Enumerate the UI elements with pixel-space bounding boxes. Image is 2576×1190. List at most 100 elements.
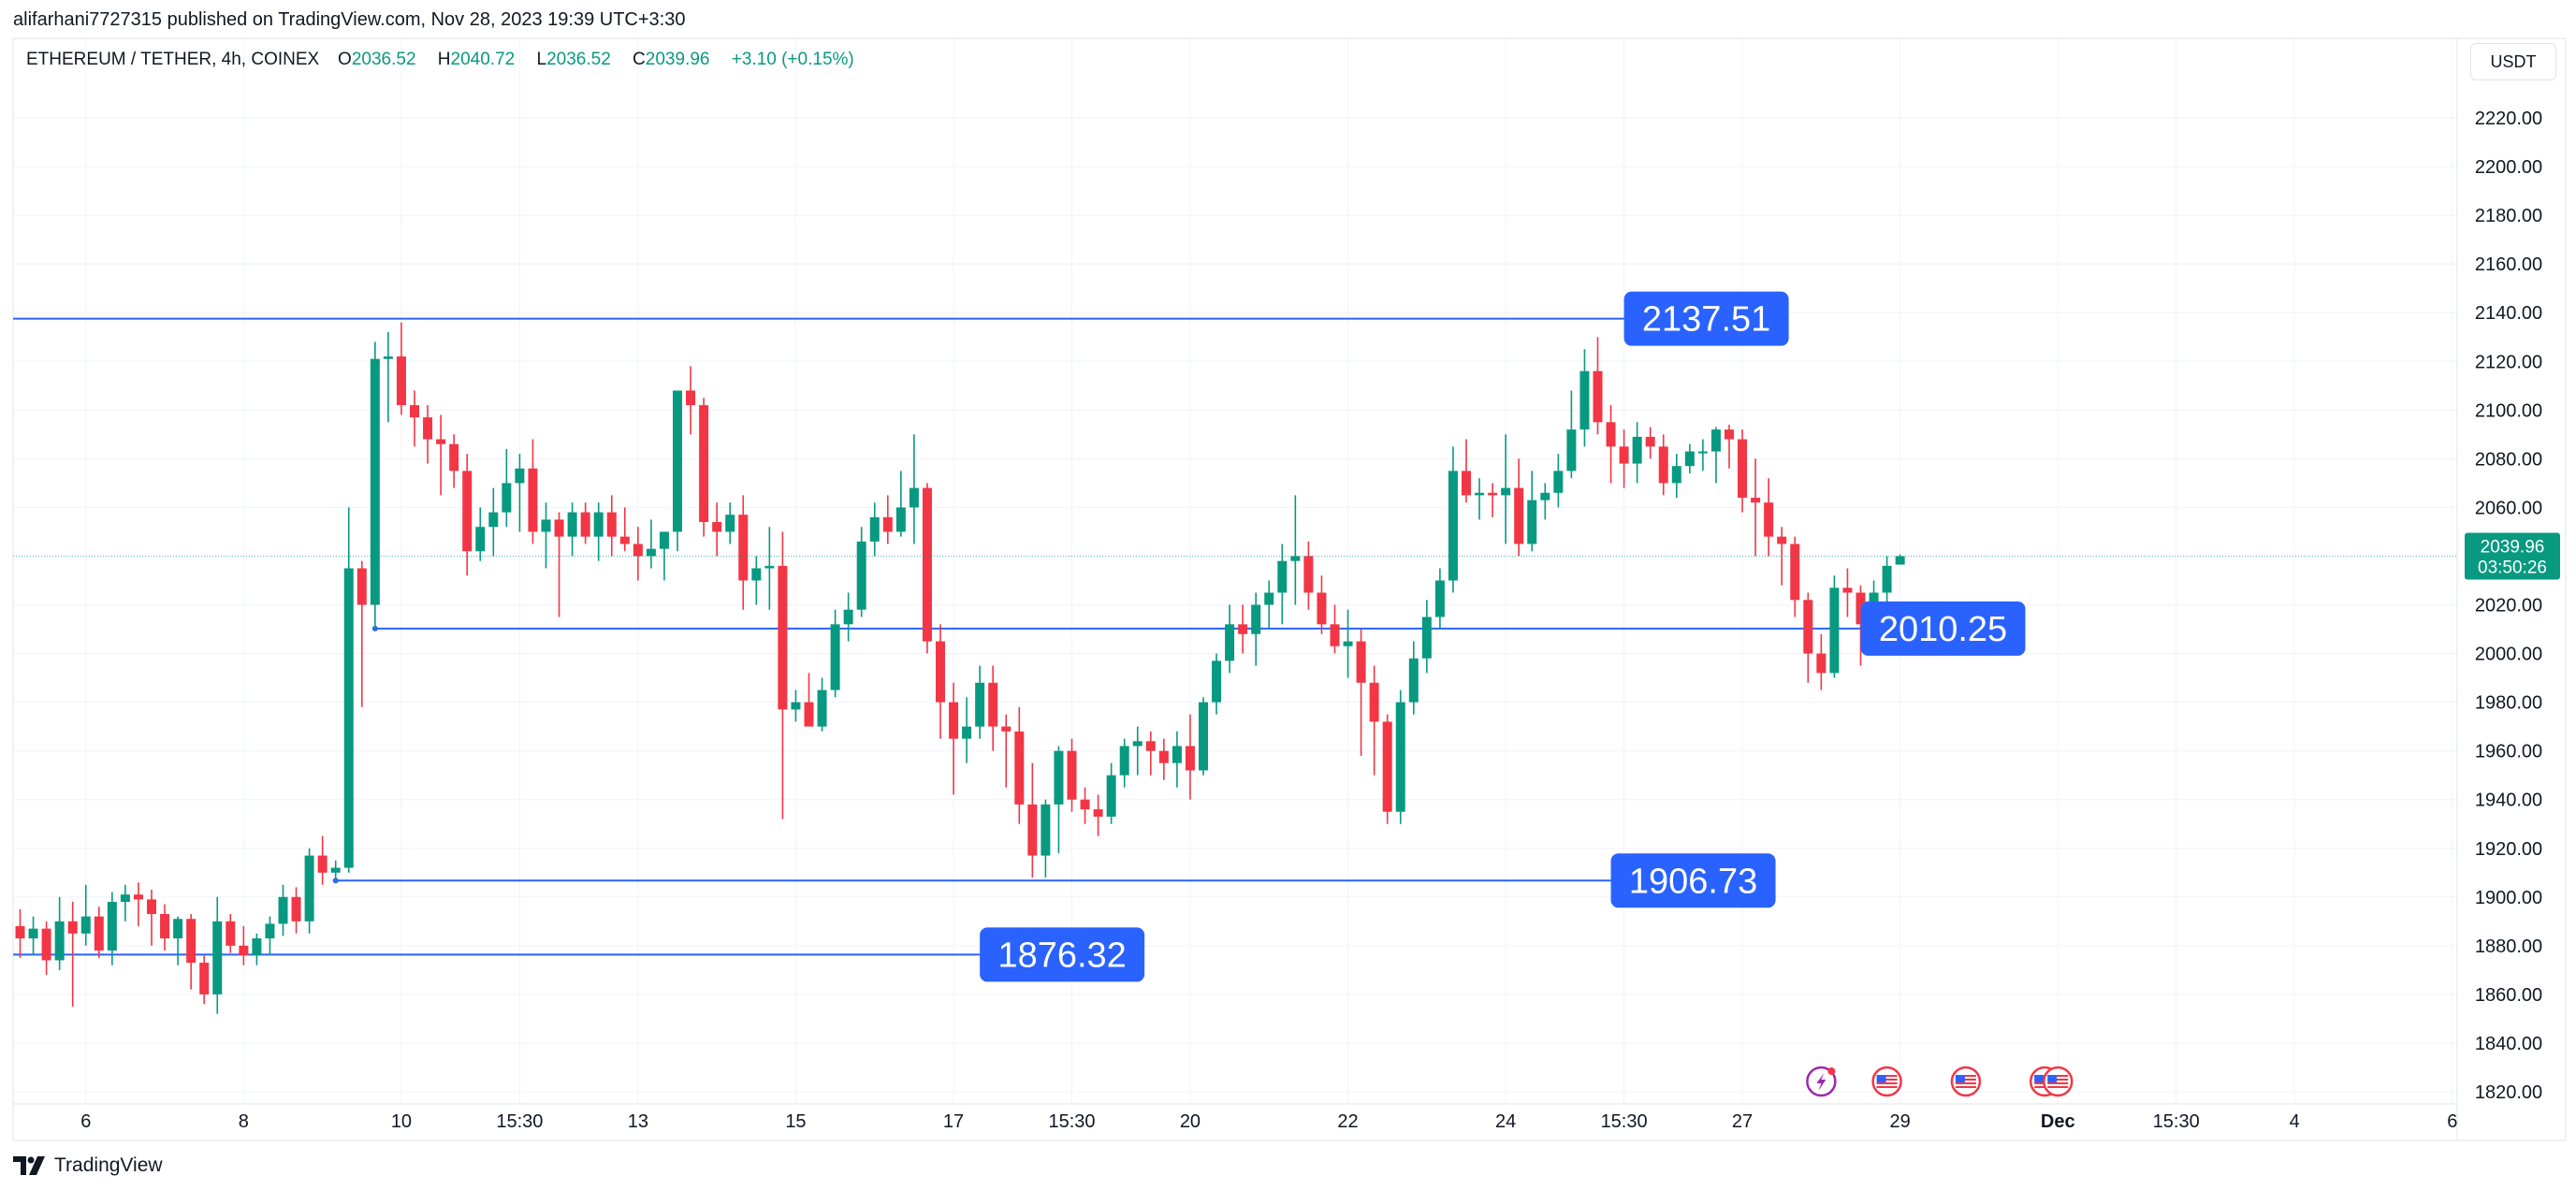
price-tick-label: 1880.00 <box>2475 936 2542 957</box>
candle-body <box>764 565 775 569</box>
candle-body <box>1895 556 1905 565</box>
candle-up <box>843 592 853 642</box>
lightning-event-icon[interactable] <box>1806 1066 1837 1097</box>
event-badge-dot <box>1827 1067 1836 1075</box>
high-key: H <box>437 50 451 69</box>
candle-body <box>1751 497 1761 503</box>
candle-up <box>1540 483 1550 520</box>
level-label-text: 1876.32 <box>997 936 1126 975</box>
level-label: 1906.73 <box>1610 853 1776 908</box>
candle-down <box>133 882 143 927</box>
candle-body <box>1593 370 1603 423</box>
candle-body <box>436 439 446 444</box>
time-tick-label: Dec <box>2041 1111 2075 1132</box>
price-tick-label: 2120.00 <box>2475 352 2542 372</box>
candle-up <box>646 519 656 569</box>
candle-up <box>330 860 341 883</box>
candle-body <box>882 516 893 532</box>
time-tick-label: 6 <box>80 1111 91 1132</box>
candle-body <box>133 894 143 900</box>
candle-up <box>830 609 840 698</box>
price-tick-label: 2060.00 <box>2475 498 2542 518</box>
price-tick-label: 1920.00 <box>2475 839 2542 860</box>
candle-up <box>488 487 499 557</box>
candle-down <box>738 495 749 610</box>
candle-body <box>869 516 880 542</box>
symbol-name[interactable]: ETHEREUM / TETHER, 4h, COINEX <box>26 50 320 69</box>
us-flag-event-icon[interactable] <box>2043 1066 2074 1097</box>
candle-body <box>239 945 249 956</box>
level-label-box <box>1623 291 1789 346</box>
candle-up <box>541 502 551 569</box>
candle-down <box>436 414 446 496</box>
candle-body <box>1448 471 1458 581</box>
candle-up <box>475 507 486 561</box>
candle-up <box>1106 762 1116 824</box>
candle-body <box>1829 588 1840 674</box>
candle-down <box>147 889 156 946</box>
candle-body <box>1303 556 1314 593</box>
candle-down <box>186 914 196 990</box>
candle-up <box>370 341 380 630</box>
candle-body <box>278 896 288 924</box>
candle-down <box>1382 714 1392 824</box>
candle-body <box>962 726 972 739</box>
candle-body <box>1816 653 1826 674</box>
tradingview-logo[interactable]: TradingView <box>13 1154 163 1177</box>
candle-up <box>1343 609 1353 678</box>
candle-body <box>699 405 709 523</box>
candle-down <box>462 454 473 576</box>
price-tick-label: 1900.00 <box>2475 888 2542 908</box>
candle-down <box>41 921 51 976</box>
flag-stripe <box>2047 1082 2069 1084</box>
candle-body <box>1882 565 1892 593</box>
candle-down <box>410 390 419 447</box>
candle-body <box>423 417 433 440</box>
candle-up <box>791 689 801 722</box>
candle-body <box>1803 600 1813 654</box>
candle-body <box>304 855 314 922</box>
open-value: 2036.52 <box>351 50 416 69</box>
candle-body <box>396 356 406 406</box>
candle-body <box>528 468 538 532</box>
candle-body <box>1093 809 1103 817</box>
candle-body <box>1185 746 1195 771</box>
candle-body <box>712 522 722 532</box>
candle-body <box>751 568 762 581</box>
candle-body <box>1579 370 1590 430</box>
flag-stripe <box>2047 1086 2069 1088</box>
level-label-text: 1906.73 <box>1629 862 1757 901</box>
candle-body <box>1356 641 1366 683</box>
candle-body <box>791 702 801 710</box>
candle-body <box>1277 560 1288 593</box>
flag-canton <box>2047 1075 2058 1082</box>
candle-down <box>291 887 301 934</box>
candle-body <box>1462 471 1471 496</box>
candle-down <box>882 495 893 544</box>
candle-body <box>330 867 341 873</box>
candle-body <box>1658 446 1668 484</box>
candle-body <box>212 921 223 994</box>
us-flag-event-icon[interactable] <box>1871 1066 1902 1097</box>
candle-down <box>94 907 104 958</box>
candle-body <box>1001 726 1011 732</box>
flag-stripe <box>1876 1082 1898 1084</box>
candle-down <box>1725 424 1734 469</box>
candle-up <box>1395 689 1405 824</box>
candle-body <box>343 568 354 868</box>
candle-body <box>1777 536 1787 544</box>
currency-button[interactable]: USDT <box>2470 43 2556 80</box>
candle-body <box>1264 592 1274 605</box>
candle-up <box>1199 697 1208 776</box>
level-labels: 2137.51 2010.25 1906.73 1876.32 <box>980 291 2026 982</box>
candle-down <box>1027 762 1038 878</box>
candle-body <box>686 390 696 406</box>
candle-up <box>895 471 906 537</box>
us-flag-event-icon[interactable] <box>1950 1066 1982 1097</box>
time-tick-label: 24 <box>1495 1111 1516 1132</box>
candle-down <box>1842 568 1853 617</box>
candle-down <box>1764 478 1774 557</box>
candle-body <box>895 507 906 532</box>
